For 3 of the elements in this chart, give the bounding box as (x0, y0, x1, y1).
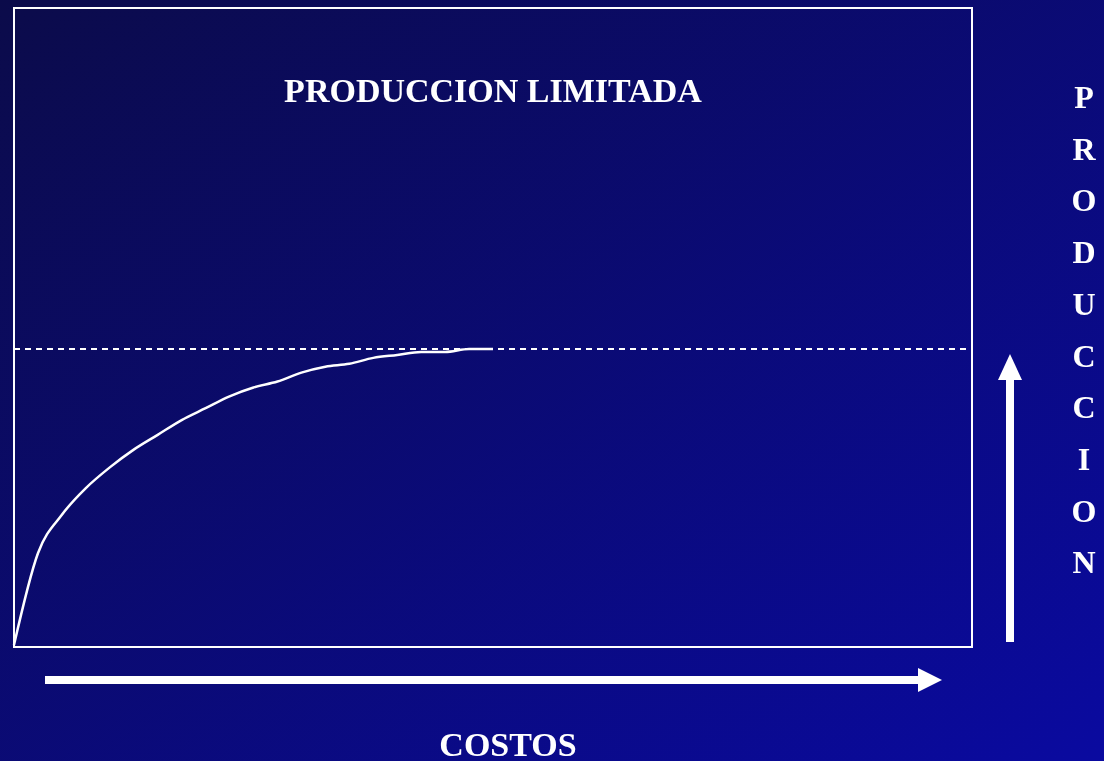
x-axis-title: COSTOS (439, 726, 577, 761)
chart-title: PRODUCCION LIMITADA (284, 72, 703, 109)
text: PRODUCCION (1071, 79, 1097, 581)
